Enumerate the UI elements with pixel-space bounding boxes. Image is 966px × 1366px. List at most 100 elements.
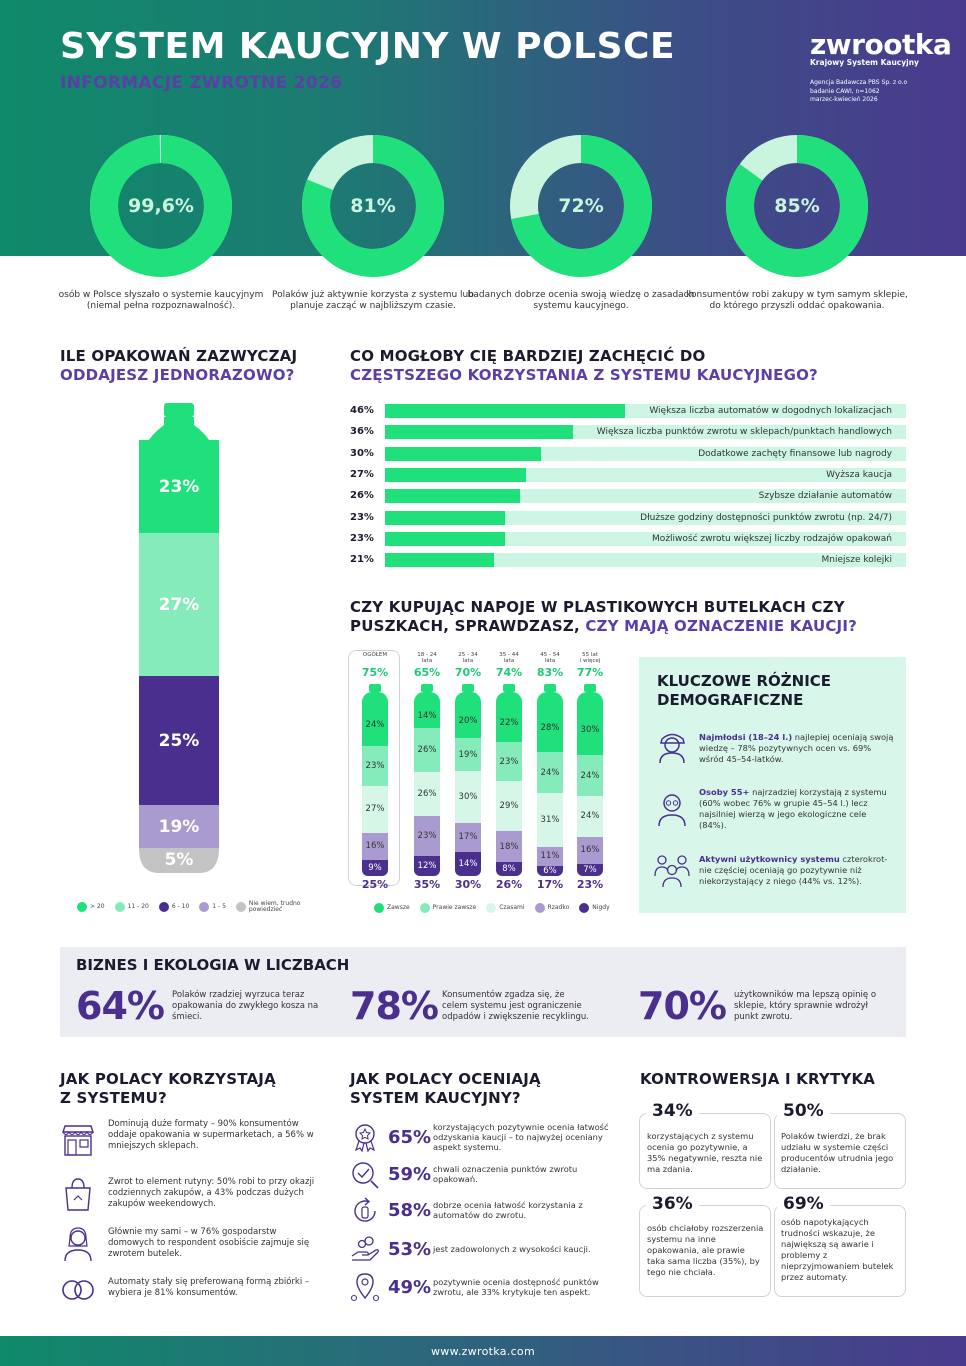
legend-label: 11 - 20 — [127, 903, 149, 910]
controversy-card — [774, 1113, 906, 1189]
bottle-group-name: lata — [503, 658, 515, 664]
donut-svg — [90, 135, 232, 277]
key-difference-bold: Najmłodsi (18–24 l.) — [699, 732, 793, 742]
controversy-card — [774, 1205, 906, 1297]
key-difference-bold: Aktywni użytkownicy systemu — [699, 854, 840, 864]
bottle-segment: 24% — [577, 795, 603, 837]
incentive-bar-fill — [385, 553, 495, 568]
bottle-bottom-total: 25% — [361, 878, 389, 891]
bottle-bottom-total: 26% — [495, 878, 523, 891]
bottle-segment: 27% — [362, 785, 388, 833]
bottle-group-name: 35 - 44 — [499, 652, 519, 658]
incentive-bar-row: 27% Wyższa kaucja — [350, 467, 906, 482]
controversy-card-value: 36% — [646, 1194, 699, 1214]
incentive-bar-label: Dłuższe godziny dostępności punktów zwro… — [640, 512, 892, 523]
footer-url-link[interactable]: www.zwrotka.com — [431, 1345, 535, 1358]
senior-person-icon — [658, 794, 686, 827]
legend-dot — [419, 903, 430, 913]
bottle-return-icon — [354, 1197, 376, 1222]
donut-caption: Polaków już aktywnie korzysta z systemu … — [272, 290, 474, 311]
donut-svg — [726, 135, 868, 277]
bottle-top-total: 70% — [454, 666, 482, 679]
evaluation-pct: 65% — [388, 1127, 432, 1148]
key-differences-heading-line: DEMOGRAFICZNE — [657, 691, 804, 709]
business-stat-text: Polaków rzadziej wyrzuca teraz opakowani… — [172, 990, 319, 1022]
key-difference-item: Osoby 55+ najrzadziej korzystają z syste… — [699, 787, 895, 831]
agency-info: Agencja Badawcza PBS Sp. z o.o badanie C… — [810, 79, 940, 105]
hand-coins-icon — [351, 1236, 379, 1261]
incentive-bar-label: Możliwość zwrotu większej liczby rodzajó… — [652, 533, 892, 544]
store-icon — [62, 1125, 94, 1156]
legend-label: Zawsze — [387, 904, 410, 911]
legend-label: Nigdy — [592, 904, 610, 911]
location-icon — [350, 1273, 380, 1302]
label-check-heading-line2: PUSZKACH, SPRAWDZASZ, CZY MAJĄ OZNACZENI… — [350, 617, 910, 636]
overall-highlight-frame — [348, 650, 400, 886]
bottle-shoulder — [362, 692, 388, 706]
bottle-cap — [164, 403, 194, 417]
bottle-neck — [462, 684, 474, 692]
donut-chart: 99,6% — [90, 135, 232, 277]
page-title: SYSTEM KAUCYJNY W POLSCE — [60, 26, 676, 67]
label-check-heading-part: PUSZKACH, SPRAWDZASZ, — [350, 617, 586, 635]
donut-caption: osób w Polsce słyszało o systemie kaucyj… — [58, 290, 264, 311]
evaluation-heading-line: JAK POLACY OCENIAJĄ — [350, 1070, 541, 1088]
incentives-heading: CO MOGŁOBY CIĘ BARDZIEJ ZACHĘCIĆ DO CZĘS… — [350, 347, 910, 385]
bottle-segment: 23% — [414, 816, 440, 856]
incentive-bar-pct: 23% — [350, 532, 374, 544]
bottle-segment: 29% — [496, 781, 522, 832]
agency-line: marzec-kwiecień 2026 — [810, 96, 878, 103]
legend-dot — [199, 902, 210, 912]
incentive-bar-track: Większa liczba punktów zwrotu w sklepach… — [385, 425, 906, 440]
donut-caption: konsumentów robi zakupy w tym samym skle… — [686, 290, 908, 311]
bottle-segment: 11% — [537, 846, 563, 866]
incentive-bar-row: 36% Większa liczba punktów zwrotu w sklep… — [350, 425, 906, 440]
bottle-segment: 22% — [496, 704, 522, 742]
incentive-bar-track: Większa liczba automatów w dogodnych lok… — [385, 404, 906, 418]
agency-line: Agencja Badawcza PBS Sp. z o.o — [810, 79, 908, 86]
donut-chart: 81% — [302, 135, 444, 277]
incentive-bar-row: 23% Dłuższe godziny dostępności punktów z… — [350, 510, 906, 525]
bottle-shoulder — [537, 692, 563, 706]
donut-svg — [510, 135, 652, 277]
incentives-heading-line1: CO MOGŁOBY CIĘ BARDZIEJ ZACHĘCIĆ DO — [350, 347, 706, 365]
bottle-segment: 7% — [577, 864, 603, 876]
bottle-segment: 24% — [362, 704, 388, 746]
bottle-segment: 16% — [362, 832, 388, 861]
bottle-group-name: i więcej — [579, 658, 601, 664]
packages-heading: ILE OPAKOWAŃ ZAZWYCZAJ ODDAJESZ JEDNORAZ… — [60, 347, 330, 385]
bottle-base — [139, 848, 219, 873]
bottle-bottom-total: 30% — [454, 878, 482, 891]
incentive-bar-fill — [385, 404, 625, 418]
donut-svg — [302, 135, 444, 277]
incentive-bar-pct: 27% — [350, 468, 374, 480]
donut-caption: badanych dobrze ocenia swoją wiedzę o za… — [467, 290, 695, 311]
key-differences-heading: KLUCZOWE RÓŻNICE DEMOGRAFICZNE — [657, 672, 831, 710]
incentive-bar-label: Większa liczba automatów w dogodnych lok… — [649, 406, 892, 416]
bottle-shoulder — [414, 692, 440, 706]
evaluation-text: pozytywnie ocenia dostępność punktów zwr… — [433, 1277, 599, 1297]
evaluation-text: chwali oznaczenia punktów zwrotu opakowa… — [433, 1164, 578, 1184]
bottle-segment: 26% — [414, 772, 440, 817]
bottle-segment: 23% — [362, 745, 388, 786]
legend-item: Prawie zawsze — [419, 903, 476, 913]
bottle-segment-6-10: 25% — [139, 676, 219, 805]
business-band: BIZNES I EKOLOGIA W LICZBACH 64% Polaków… — [60, 947, 906, 1037]
page-subtitle: INFORMACJE ZWROTNE 2026 — [60, 73, 343, 93]
person-icon — [64, 1227, 92, 1262]
bottle-group-name: 55 lat — [582, 652, 598, 658]
incentive-bar-row: 26% Szybsze działanie automatów — [350, 489, 906, 504]
label-check-heading-line1: CZY KUPUJĄC NAPOJE W PLASTIKOWYCH BUTELK… — [350, 598, 845, 616]
legend-item: 1 - 5 — [199, 902, 226, 912]
legend-dot — [374, 903, 384, 913]
incentive-bar-row: 46% Większa liczba automatów w dogodnych … — [350, 404, 906, 418]
legend-item: Nigdy — [579, 903, 610, 913]
bottle-top-total: 74% — [495, 666, 523, 679]
incentive-bar-track: Wyższa kaucja — [385, 467, 906, 482]
donut-value-arc — [302, 135, 444, 277]
bottle-segment: 9% — [362, 860, 388, 876]
bottle-group-name: 18 - 24 — [417, 652, 437, 658]
legend-dot — [158, 902, 169, 912]
incentive-bar-pct: 26% — [350, 490, 374, 502]
legend-dot — [534, 903, 545, 913]
